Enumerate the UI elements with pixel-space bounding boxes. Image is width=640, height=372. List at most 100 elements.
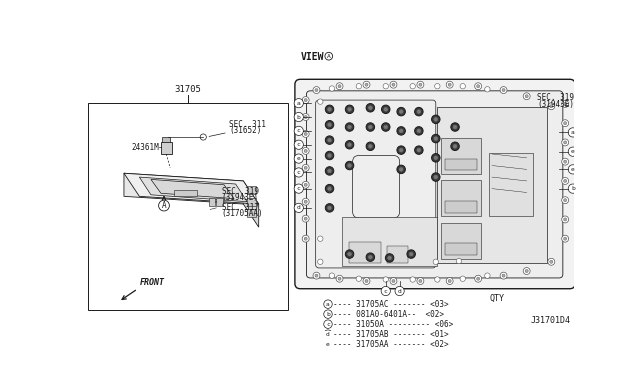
FancyBboxPatch shape (216, 198, 223, 206)
Circle shape (397, 146, 405, 154)
FancyBboxPatch shape (441, 222, 481, 259)
Text: A: A (162, 201, 166, 210)
Circle shape (417, 148, 420, 152)
Circle shape (562, 120, 568, 126)
Circle shape (325, 151, 334, 160)
Circle shape (302, 131, 309, 137)
Circle shape (399, 129, 403, 133)
Circle shape (564, 218, 566, 221)
Circle shape (500, 87, 507, 93)
Circle shape (304, 183, 307, 186)
Circle shape (397, 165, 405, 174)
Circle shape (369, 106, 372, 110)
Circle shape (525, 95, 528, 98)
Circle shape (475, 275, 482, 282)
Circle shape (568, 165, 577, 174)
Circle shape (395, 286, 404, 296)
Circle shape (475, 83, 482, 90)
Circle shape (399, 167, 403, 171)
Circle shape (348, 108, 351, 111)
Circle shape (325, 136, 334, 144)
Circle shape (328, 123, 332, 126)
Circle shape (304, 132, 307, 135)
Circle shape (328, 154, 332, 157)
Text: SEC. 319: SEC. 319 (221, 187, 259, 196)
Circle shape (366, 142, 374, 151)
Text: SEC. 317: SEC. 317 (221, 203, 259, 212)
Circle shape (338, 85, 341, 88)
Text: J31701D4: J31701D4 (531, 316, 570, 325)
Circle shape (338, 277, 341, 280)
Circle shape (294, 112, 303, 122)
Circle shape (304, 115, 307, 119)
Circle shape (346, 105, 354, 113)
Circle shape (434, 156, 438, 160)
Text: ---- 081A0-6401A--  <02>: ---- 081A0-6401A-- <02> (333, 310, 444, 319)
Text: d: d (326, 332, 330, 337)
Circle shape (562, 216, 568, 223)
Text: a: a (326, 302, 330, 307)
FancyBboxPatch shape (247, 209, 257, 217)
Text: d: d (397, 289, 401, 294)
Text: (31652): (31652) (230, 126, 262, 135)
Circle shape (325, 203, 334, 212)
Circle shape (523, 267, 530, 275)
Circle shape (477, 85, 480, 88)
Circle shape (460, 276, 465, 281)
Text: e: e (297, 156, 301, 161)
Circle shape (562, 100, 568, 108)
Circle shape (434, 118, 438, 121)
Circle shape (328, 138, 332, 142)
Circle shape (381, 105, 390, 113)
Circle shape (324, 310, 332, 318)
Polygon shape (151, 179, 234, 199)
Circle shape (302, 181, 309, 188)
Circle shape (315, 89, 318, 92)
Circle shape (356, 276, 362, 281)
Polygon shape (243, 181, 259, 227)
Circle shape (415, 108, 423, 116)
Circle shape (324, 300, 332, 308)
Circle shape (381, 286, 390, 296)
Circle shape (433, 259, 438, 264)
Circle shape (363, 278, 370, 285)
Circle shape (304, 99, 307, 102)
Text: c: c (326, 322, 330, 327)
Circle shape (302, 235, 309, 242)
Circle shape (200, 134, 206, 140)
Circle shape (159, 200, 170, 211)
FancyBboxPatch shape (445, 158, 477, 170)
Circle shape (369, 255, 372, 259)
Circle shape (548, 103, 555, 110)
Text: (31943E): (31943E) (538, 100, 575, 109)
Circle shape (564, 179, 566, 183)
FancyBboxPatch shape (342, 217, 437, 266)
Text: c: c (297, 142, 301, 147)
FancyBboxPatch shape (161, 142, 172, 154)
Circle shape (365, 279, 368, 283)
Circle shape (313, 87, 320, 93)
Text: e: e (571, 149, 575, 154)
Circle shape (302, 164, 309, 171)
FancyBboxPatch shape (174, 190, 197, 196)
Text: c: c (297, 170, 301, 175)
Circle shape (564, 237, 566, 240)
Circle shape (502, 89, 505, 92)
FancyBboxPatch shape (445, 201, 477, 212)
Polygon shape (124, 173, 259, 204)
Text: 24361M: 24361M (132, 142, 159, 151)
Text: ---- 31705AA ------- <02>: ---- 31705AA ------- <02> (333, 340, 449, 349)
Circle shape (431, 134, 440, 143)
Circle shape (448, 83, 451, 86)
Text: e: e (571, 167, 575, 172)
Circle shape (431, 173, 440, 181)
Text: b: b (297, 115, 301, 119)
Circle shape (369, 144, 372, 148)
Circle shape (324, 330, 332, 339)
Circle shape (388, 256, 392, 260)
Circle shape (325, 167, 334, 175)
Circle shape (369, 125, 372, 129)
Polygon shape (140, 177, 247, 202)
Circle shape (325, 185, 334, 193)
Circle shape (562, 197, 568, 203)
